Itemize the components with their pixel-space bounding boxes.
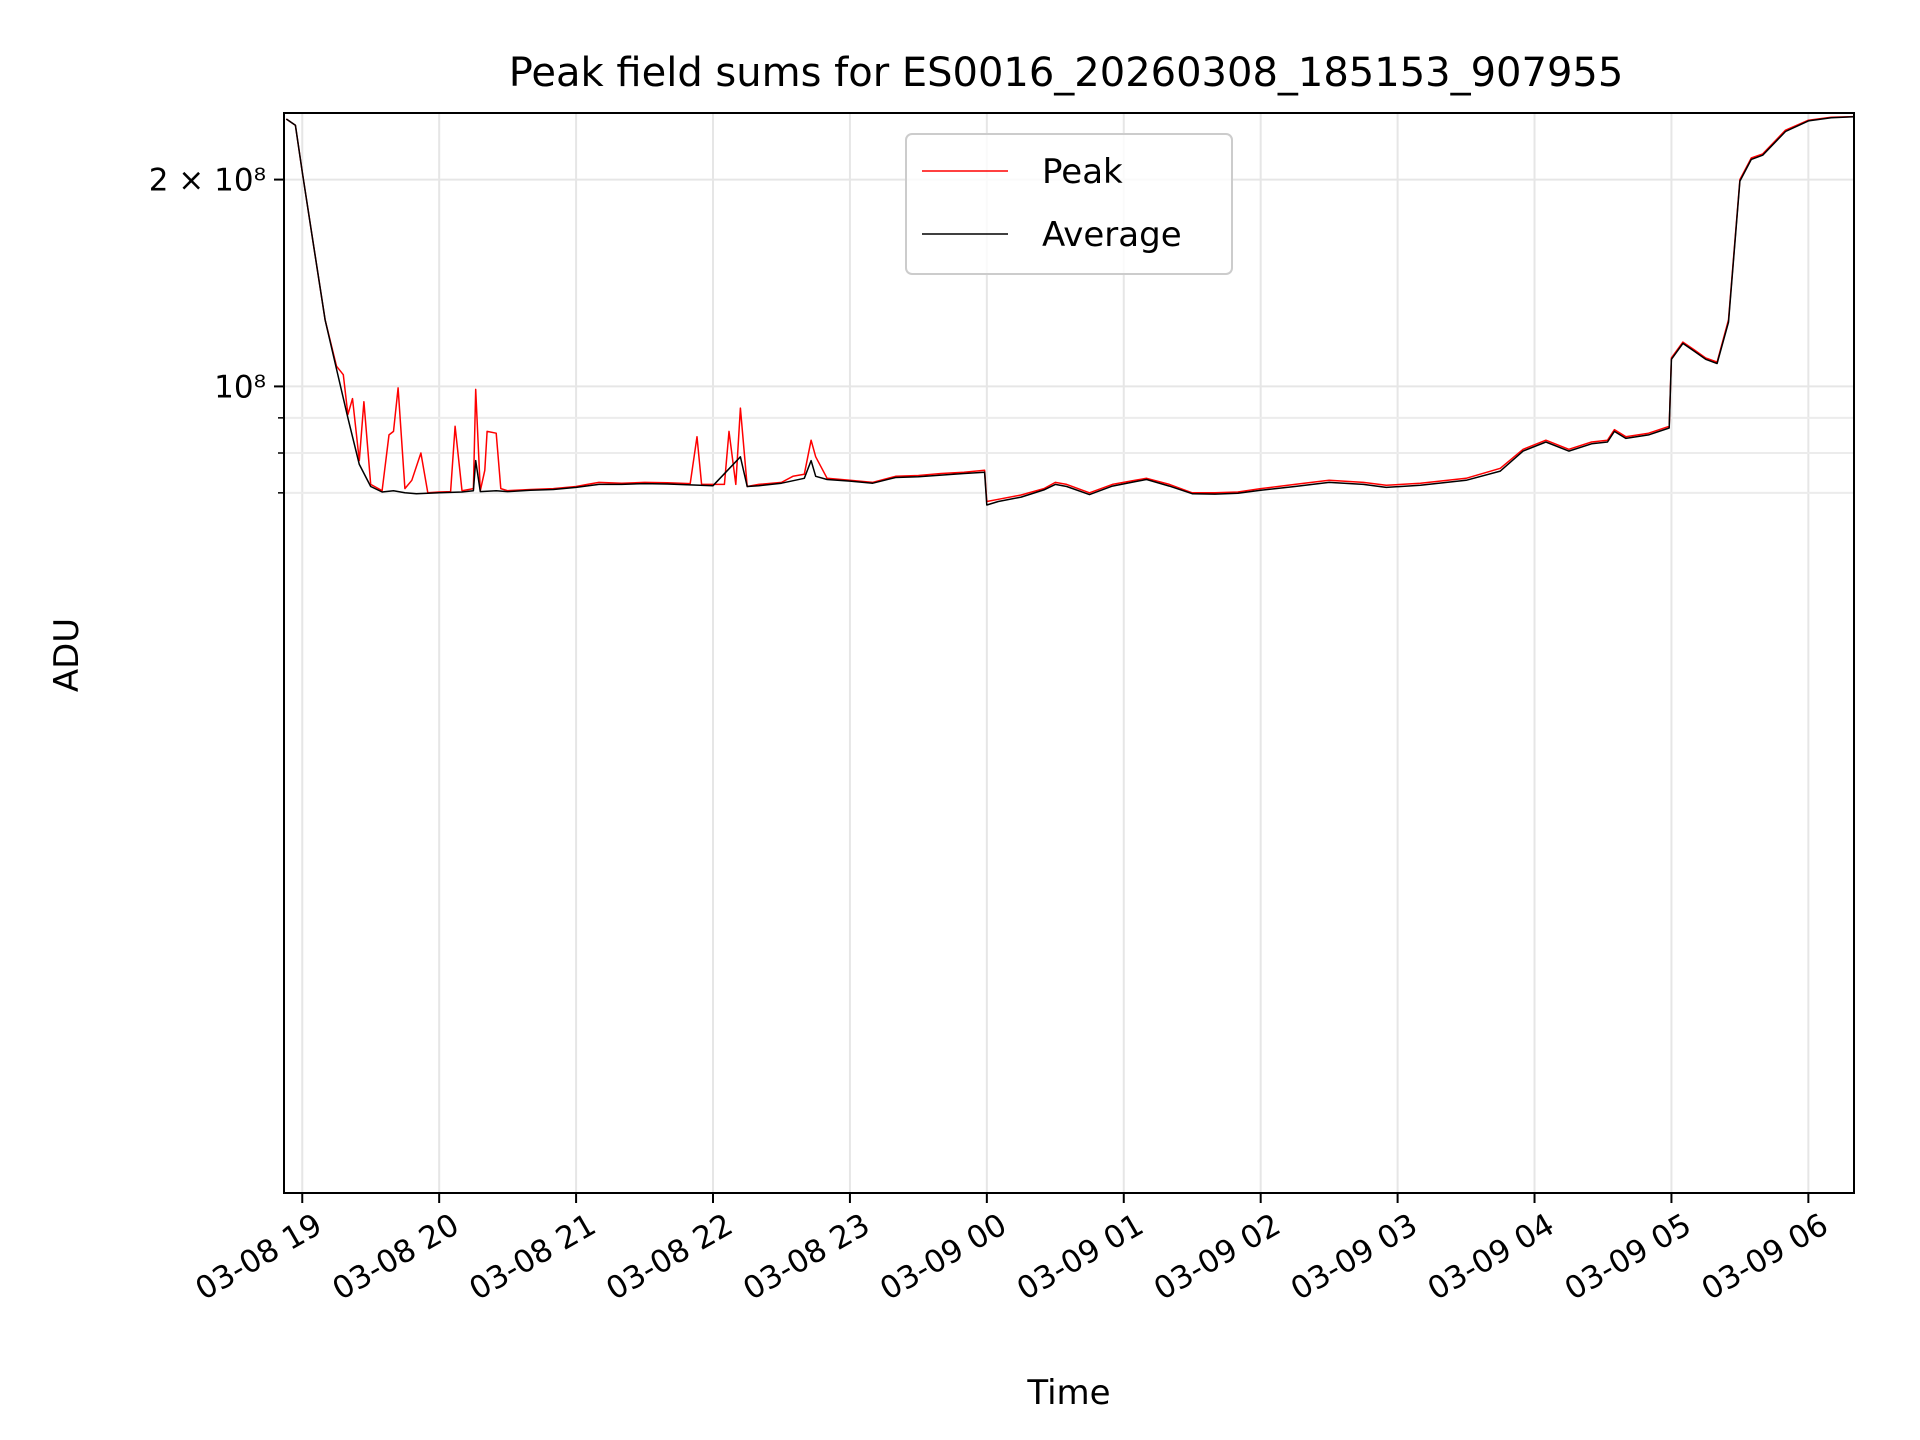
grid xyxy=(284,113,1854,1193)
y-axis-label: ADU xyxy=(47,618,87,692)
legend-box xyxy=(905,133,1233,275)
series-line-average xyxy=(285,116,1855,506)
legend-peak-label: Peak xyxy=(1042,152,1123,192)
y-tick-label: 10⁸ xyxy=(214,369,266,405)
legend: Peak Average xyxy=(905,133,1233,275)
x-axis-label: Time xyxy=(1026,1373,1110,1413)
plot-frame xyxy=(283,112,1855,1194)
series-line-peak xyxy=(285,115,1855,503)
series-layer xyxy=(285,115,1855,506)
chart-title: Peak field sums for ES0016_20260308_1851… xyxy=(509,50,1624,96)
y-tick-label: 2 × 10⁸ xyxy=(149,163,266,199)
y-axis: 10⁸ 2 × 10⁸ xyxy=(149,163,284,494)
plot-area xyxy=(284,113,1854,1193)
legend-average-label: Average xyxy=(1042,215,1182,255)
